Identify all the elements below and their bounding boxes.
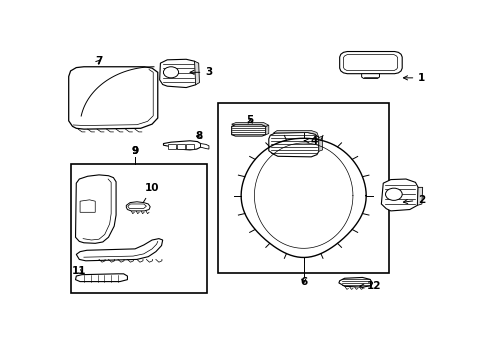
Text: 9: 9 <box>131 146 138 156</box>
Text: 7: 7 <box>95 56 102 66</box>
Polygon shape <box>127 204 146 208</box>
Polygon shape <box>200 144 208 149</box>
Polygon shape <box>75 274 127 282</box>
Text: 9: 9 <box>131 146 138 156</box>
Bar <box>218 103 388 273</box>
Polygon shape <box>194 61 199 85</box>
Polygon shape <box>268 132 318 157</box>
Bar <box>70 164 206 293</box>
Text: 2: 2 <box>403 195 425 205</box>
Polygon shape <box>361 74 379 78</box>
Polygon shape <box>177 144 184 149</box>
Text: 4: 4 <box>304 136 317 146</box>
Text: 6: 6 <box>300 277 306 287</box>
Polygon shape <box>416 187 422 205</box>
Polygon shape <box>273 131 318 138</box>
Polygon shape <box>318 136 322 151</box>
Polygon shape <box>75 175 116 243</box>
Circle shape <box>163 67 178 78</box>
Text: 11: 11 <box>72 266 86 276</box>
Polygon shape <box>343 55 397 71</box>
Polygon shape <box>381 179 417 211</box>
Polygon shape <box>159 59 197 87</box>
Circle shape <box>385 188 401 201</box>
Text: 5: 5 <box>246 115 253 125</box>
Text: 3: 3 <box>190 67 212 77</box>
Polygon shape <box>163 141 200 150</box>
Polygon shape <box>126 202 150 211</box>
Polygon shape <box>231 125 265 136</box>
Text: 10: 10 <box>140 183 159 208</box>
Text: 8: 8 <box>195 131 203 141</box>
Polygon shape <box>168 144 175 149</box>
Polygon shape <box>231 122 268 126</box>
Polygon shape <box>338 278 372 287</box>
Polygon shape <box>76 239 163 261</box>
Polygon shape <box>68 67 158 129</box>
Text: 12: 12 <box>359 281 380 291</box>
Polygon shape <box>186 144 193 149</box>
Text: 1: 1 <box>403 73 425 83</box>
Polygon shape <box>80 200 95 212</box>
Polygon shape <box>339 51 401 74</box>
Polygon shape <box>265 125 268 135</box>
